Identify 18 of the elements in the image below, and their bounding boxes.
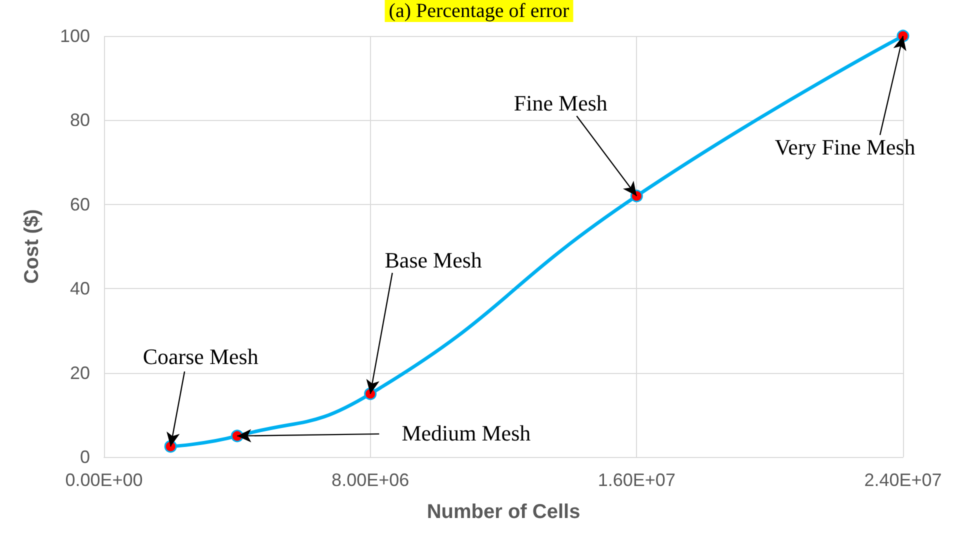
annotation: Base Mesh <box>384 247 482 272</box>
x-axis-title: Number of Cells <box>426 501 580 523</box>
y-tick-label: 100 <box>60 26 90 46</box>
y-tick-label: 20 <box>70 362 90 383</box>
chart-title: (a) Percentage of error <box>388 0 570 22</box>
y-axis-title: Cost ($) <box>21 209 43 284</box>
annotation: Medium Mesh <box>402 420 531 446</box>
y-tick-label: 60 <box>70 194 90 214</box>
x-tick-label: 0.00E+00 <box>65 470 143 490</box>
x-tick-label: 1.60E+07 <box>598 470 676 490</box>
annotation: Very Fine Mesh <box>774 134 916 160</box>
annotation: Fine Mesh <box>514 90 608 116</box>
x-tick-label: 8.00E+06 <box>332 470 410 490</box>
y-tick-label: 0 <box>80 447 90 467</box>
y-tick-label: 40 <box>70 278 90 299</box>
y-tick-label: 80 <box>70 110 90 130</box>
annotation: Coarse Mesh <box>142 344 258 369</box>
x-tick-label: 2.40E+07 <box>864 470 942 490</box>
